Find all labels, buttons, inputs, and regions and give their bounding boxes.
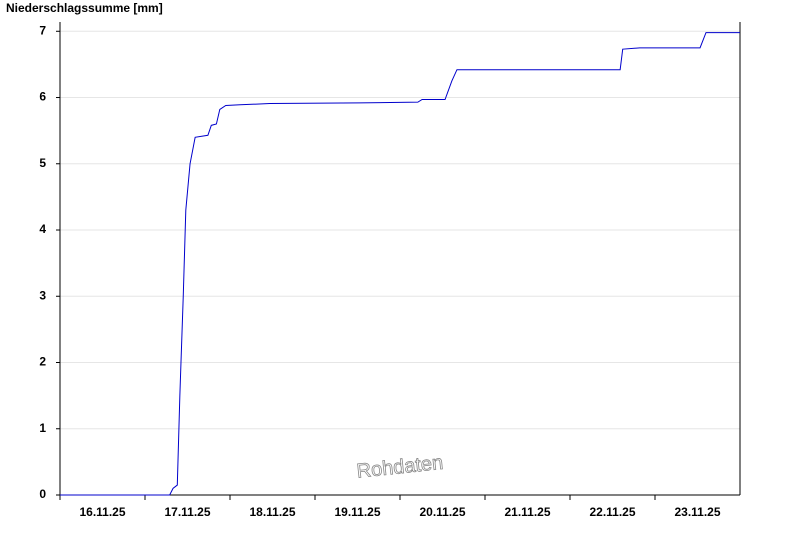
y-tick-label: 2 [39, 355, 46, 369]
y-tick-label: 0 [39, 487, 46, 501]
x-tick-label: 19.11.25 [334, 505, 380, 519]
x-tick-label: 16.11.25 [79, 505, 125, 519]
x-tick-label: 22.11.25 [589, 505, 635, 519]
x-tick-label: 17.11.25 [164, 505, 210, 519]
x-tick-label: 18.11.25 [249, 505, 295, 519]
y-tick-label: 6 [39, 90, 46, 104]
data-line [60, 32, 740, 496]
chart-title: Niederschlagssumme [mm] [6, 1, 163, 15]
x-tick-label: 20.11.25 [419, 505, 465, 519]
x-tick-label: 21.11.25 [504, 505, 550, 519]
watermark: Rohdaten [356, 452, 445, 483]
y-tick-label: 3 [39, 288, 46, 302]
y-tick-label: 5 [39, 156, 46, 170]
y-tick-label: 1 [39, 421, 46, 435]
x-tick-label: 23.11.25 [674, 505, 720, 519]
y-tick-label: 7 [39, 23, 46, 37]
y-tick-label: 4 [39, 222, 46, 236]
